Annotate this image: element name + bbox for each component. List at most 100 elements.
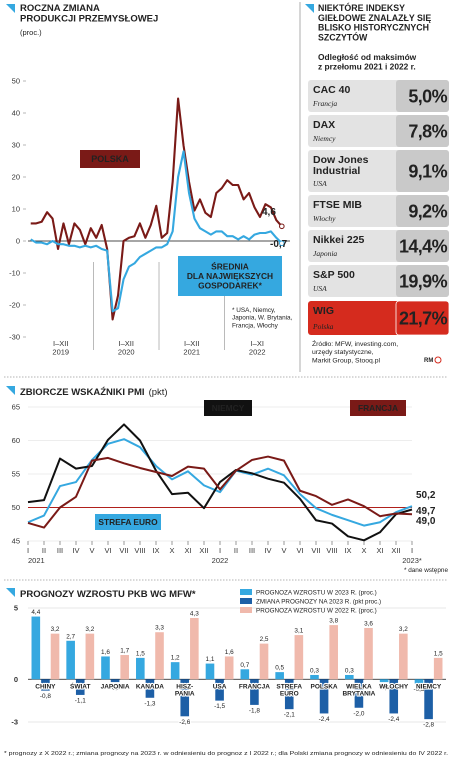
y-tick-label: 45 bbox=[12, 537, 20, 546]
x-tick-label: VI bbox=[104, 546, 111, 555]
text-line: PANIA bbox=[175, 690, 195, 697]
y-tick-label: 5 bbox=[14, 604, 18, 613]
value-label: -2,4 bbox=[388, 716, 399, 723]
chart-note: * prognozy z X 2022 r.; zmiana prognozy … bbox=[4, 751, 448, 757]
x-tick-label: X bbox=[361, 546, 366, 555]
y-tick-label: 40 bbox=[12, 109, 20, 118]
legend-swatch bbox=[240, 598, 252, 604]
text-line: I–XII bbox=[184, 339, 199, 348]
index-value: 9,1% bbox=[408, 162, 447, 182]
value-label: 4,3 bbox=[190, 610, 199, 617]
legend-label: ŚREDNIA DLA NAJWIĘKSZYCH GOSPODAREK* bbox=[187, 261, 273, 291]
value-label: 1,5 bbox=[434, 650, 443, 657]
series-label-box bbox=[80, 150, 140, 168]
legend-label: POLSKA bbox=[91, 154, 129, 164]
x-tick-label: I–XII 2020 bbox=[118, 339, 135, 357]
index-value: 14,4% bbox=[399, 237, 448, 257]
x-tick-label: XII bbox=[199, 546, 208, 555]
bar bbox=[250, 679, 259, 705]
bar bbox=[259, 643, 269, 680]
value-background bbox=[395, 300, 450, 336]
x-tick-label: VI bbox=[296, 546, 303, 555]
year-label: 2021 bbox=[28, 556, 45, 565]
x-tick-label: KANADA bbox=[136, 683, 164, 690]
y-tick-label: 0 bbox=[16, 237, 20, 246]
logo: RM bbox=[424, 358, 433, 364]
index-value: 7,8% bbox=[408, 122, 447, 142]
table-title: NIEKTÓRE INDEKSY GIEŁDOWE ZNALAZŁY SIĘ BLI… bbox=[318, 2, 431, 43]
x-tick-label: USA bbox=[213, 683, 227, 690]
legend-label: PROGNOZA WZROSTU W 2022 R. (proc.) bbox=[256, 608, 377, 615]
value-label: 1,1 bbox=[206, 656, 215, 663]
text-line: Odległość od maksimów bbox=[318, 52, 417, 62]
chart-note: * USA, Niemcy, Japonia, W. Brytania, Franc… bbox=[232, 307, 293, 329]
text-line: I–XI bbox=[251, 339, 264, 348]
x-tick-label: FRANCJA bbox=[239, 683, 270, 690]
x-tick-label: II bbox=[234, 546, 238, 555]
index-country: Włochy bbox=[313, 214, 336, 223]
bar bbox=[120, 655, 129, 680]
x-tick-label: IV bbox=[264, 546, 271, 555]
bar bbox=[145, 679, 155, 698]
text-line: NIEKTÓRE INDEKSY bbox=[318, 2, 405, 13]
index-value: 21,7% bbox=[399, 309, 448, 329]
value-label: 1,2 bbox=[171, 655, 180, 662]
series-label-box bbox=[95, 514, 161, 530]
legend-label: NIEMCY bbox=[212, 403, 245, 413]
value-label: 3,1 bbox=[294, 628, 303, 635]
value-background bbox=[396, 115, 449, 147]
table-subtitle: Odległość od maksimów z przełomu 2021 i 2… bbox=[318, 52, 417, 72]
section-icon bbox=[6, 4, 15, 13]
value-label: -1,1 bbox=[75, 697, 86, 704]
bar bbox=[329, 625, 338, 680]
end-label: 49,0 bbox=[416, 516, 436, 527]
series-label-box bbox=[350, 400, 406, 416]
chart-title: ZBIORCZE WSKAŹNIKI PMI bbox=[20, 387, 145, 398]
section-icon bbox=[305, 4, 314, 13]
text-line: BLISKO HISTORYCZNYCH bbox=[318, 23, 429, 33]
chart-title: PROGNOZY WZROSTU PKB WG MFW* bbox=[20, 589, 196, 600]
text-line: ŚREDNIA bbox=[211, 261, 249, 272]
bar bbox=[205, 663, 215, 680]
y-tick-label: -10 bbox=[9, 269, 20, 278]
index-name: S&P 500 bbox=[313, 269, 355, 281]
text-line: GIEŁDOWE ZNALAZŁY SIĘ bbox=[318, 13, 431, 23]
text-line: PRODUKCJI PRZEMYSŁOWEJ bbox=[20, 14, 158, 25]
y-tick-label: 20 bbox=[12, 173, 20, 182]
value-background bbox=[396, 150, 449, 192]
x-tick-label: I bbox=[219, 546, 221, 555]
bar bbox=[155, 632, 164, 680]
x-tick-label: I bbox=[411, 546, 413, 555]
bar bbox=[50, 633, 60, 680]
x-tick-label: X bbox=[169, 546, 174, 555]
bar bbox=[294, 635, 304, 680]
value-background bbox=[396, 265, 449, 297]
value-label: -0,3 bbox=[413, 686, 424, 693]
text-line: Źródło: MFW, investing.com, bbox=[312, 339, 398, 348]
value-label: -2,0 bbox=[353, 710, 364, 717]
legend-label: ZMIANA PROGNOZY NA 2023 R. (pkt proc.) bbox=[256, 599, 381, 606]
legend-swatch bbox=[240, 607, 252, 613]
bar bbox=[224, 656, 234, 680]
year-label: 2023* bbox=[402, 556, 422, 565]
value-label: 1,5 bbox=[136, 650, 145, 657]
x-tick-label: VII bbox=[311, 546, 320, 555]
index-country: USA bbox=[313, 284, 327, 293]
bar bbox=[110, 679, 120, 683]
x-tick-label: V bbox=[89, 546, 94, 555]
bar bbox=[66, 640, 75, 680]
y-tick-label: 60 bbox=[12, 436, 20, 445]
text-line: Dow Jones bbox=[313, 154, 369, 166]
text-line: I–XII bbox=[119, 339, 134, 348]
x-tick-label: III bbox=[249, 546, 255, 555]
end-label: 50,2 bbox=[416, 490, 436, 501]
value-background bbox=[396, 230, 449, 262]
value-label: 4,4 bbox=[31, 609, 40, 616]
text-line: 2020 bbox=[118, 348, 135, 357]
value-background bbox=[396, 195, 449, 227]
value-label: -0,2 bbox=[379, 685, 390, 692]
value-label: 2,5 bbox=[260, 636, 269, 643]
bar bbox=[284, 679, 294, 710]
value-label: 3,2 bbox=[51, 626, 60, 633]
value-label: -1,3 bbox=[144, 700, 155, 707]
